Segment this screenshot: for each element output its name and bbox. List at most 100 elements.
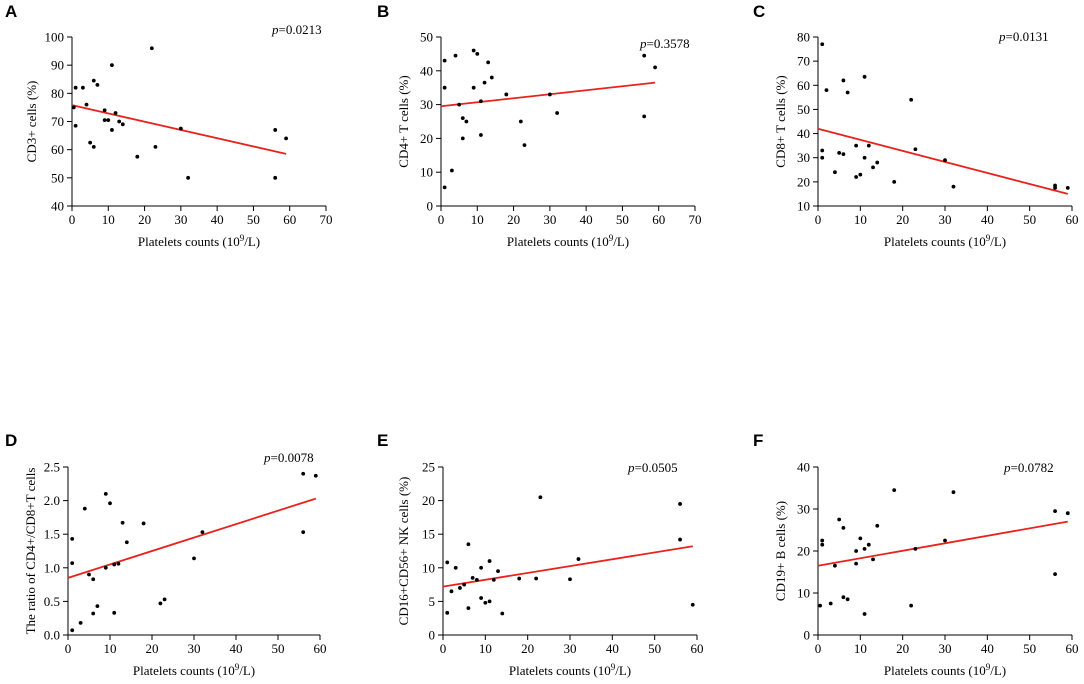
panel-d: D 0 10 20 30 40 50 60 0.0 0.5 1.0 1.5 2.0 2.5 Platelet… bbox=[5, 431, 327, 678]
data-point bbox=[162, 597, 167, 602]
x-tick-label: 60 bbox=[1066, 212, 1079, 227]
x-axis-label: Platelets counts (109/L) bbox=[138, 233, 260, 249]
data-point bbox=[73, 123, 78, 128]
data-point bbox=[95, 604, 100, 609]
data-point bbox=[892, 488, 897, 492]
data-point bbox=[117, 119, 122, 124]
data-point bbox=[479, 596, 483, 600]
data-point bbox=[453, 53, 458, 58]
data-point bbox=[1053, 185, 1057, 190]
p-value-label: p=0.0505 bbox=[627, 460, 678, 475]
x-axis-label: Platelets counts (109/L) bbox=[507, 233, 629, 249]
x-axis-label: Platelets counts (109/L) bbox=[509, 662, 631, 678]
x-tick-label: 60 bbox=[283, 212, 296, 227]
data-point bbox=[87, 572, 91, 577]
x-tick-label: 0 bbox=[815, 641, 822, 656]
data-point bbox=[489, 75, 494, 80]
y-axis-label: CD8+ T cells (%) bbox=[773, 75, 788, 167]
panel-a: A 0 10 20 30 40 50 60 70 40 50 60 70 80 90 100 Platelets… bbox=[5, 2, 333, 249]
y-axis-label: CD19+ B cells (%) bbox=[773, 501, 788, 601]
data-point bbox=[116, 561, 121, 566]
data-point bbox=[153, 144, 158, 149]
data-point bbox=[102, 108, 107, 113]
data-point bbox=[464, 119, 469, 124]
x-tick-label: 60 bbox=[314, 641, 327, 656]
x-tick-label: 20 bbox=[896, 212, 909, 227]
data-point bbox=[951, 490, 956, 495]
data-point bbox=[466, 606, 471, 611]
x-tick-label: 60 bbox=[691, 641, 704, 656]
y-tick-label: 40 bbox=[51, 199, 64, 214]
data-point bbox=[466, 542, 471, 547]
y-tick-label: 0.0 bbox=[44, 628, 60, 643]
x-tick-label: 30 bbox=[564, 641, 577, 656]
data-point bbox=[875, 160, 880, 165]
data-point bbox=[833, 563, 837, 568]
data-point bbox=[837, 517, 842, 522]
data-point bbox=[200, 530, 205, 535]
data-point bbox=[149, 46, 154, 51]
x-tick-label: 30 bbox=[939, 641, 952, 656]
data-point bbox=[70, 628, 75, 633]
data-point bbox=[449, 589, 454, 594]
data-point bbox=[841, 526, 846, 530]
data-point bbox=[106, 118, 111, 122]
y-axis-label: CD16+CD56+ NK cells (%) bbox=[396, 477, 411, 626]
data-point bbox=[871, 165, 875, 170]
x-tick-label: 50 bbox=[616, 212, 629, 227]
data-point bbox=[470, 575, 475, 580]
x-tick-label: 40 bbox=[981, 641, 994, 656]
data-point bbox=[690, 602, 695, 607]
panel-e: E 0 10 20 30 40 50 60 0 5 10 15 20 25 Platelets counts… bbox=[377, 431, 704, 678]
data-point bbox=[80, 85, 85, 90]
data-point bbox=[871, 557, 875, 562]
data-point bbox=[442, 58, 447, 63]
p-value-label: p=0.0078 bbox=[263, 450, 314, 465]
data-point bbox=[479, 565, 483, 570]
y-tick-label: 50 bbox=[420, 30, 433, 45]
data-point bbox=[120, 520, 125, 525]
data-point bbox=[943, 158, 947, 163]
data-point bbox=[862, 612, 867, 616]
data-point bbox=[73, 85, 78, 90]
data-point bbox=[442, 85, 447, 90]
data-point bbox=[951, 184, 956, 189]
x-tick-label: 0 bbox=[69, 212, 76, 227]
panel-letter: F bbox=[753, 431, 763, 450]
data-point bbox=[71, 105, 76, 110]
data-point bbox=[833, 170, 837, 175]
y-tick-label: 20 bbox=[422, 493, 435, 508]
data-point bbox=[70, 537, 75, 541]
data-point bbox=[892, 179, 897, 184]
data-point bbox=[678, 502, 682, 506]
data-point bbox=[313, 473, 318, 478]
x-tick-label: 10 bbox=[854, 641, 867, 656]
data-point bbox=[91, 78, 96, 83]
data-point bbox=[91, 144, 96, 149]
data-point bbox=[496, 569, 500, 574]
y-tick-label: 30 bbox=[797, 502, 810, 517]
data-point bbox=[862, 74, 867, 79]
data-point bbox=[517, 576, 522, 581]
y-axis-label: The ratio of CD4+/CD8+T cells bbox=[23, 468, 38, 635]
y-tick-label: 90 bbox=[51, 58, 64, 73]
y-tick-label: 70 bbox=[51, 114, 64, 129]
data-point bbox=[471, 85, 476, 90]
data-point bbox=[576, 557, 581, 561]
data-point bbox=[487, 599, 492, 604]
data-point bbox=[458, 586, 462, 590]
data-point bbox=[91, 577, 96, 582]
data-point bbox=[449, 168, 454, 173]
p-value-label: p=0.3578 bbox=[639, 36, 690, 51]
data-point bbox=[538, 495, 543, 500]
data-point bbox=[1065, 185, 1070, 190]
regression-line bbox=[442, 545, 693, 588]
data-point bbox=[862, 155, 867, 160]
data-point bbox=[568, 577, 572, 582]
data-point bbox=[102, 118, 107, 122]
y-tick-label: 1.5 bbox=[44, 527, 60, 542]
data-point bbox=[475, 52, 480, 56]
panel-letter: A bbox=[5, 2, 17, 21]
data-point bbox=[858, 172, 863, 177]
y-tick-label: 10 bbox=[420, 165, 433, 180]
